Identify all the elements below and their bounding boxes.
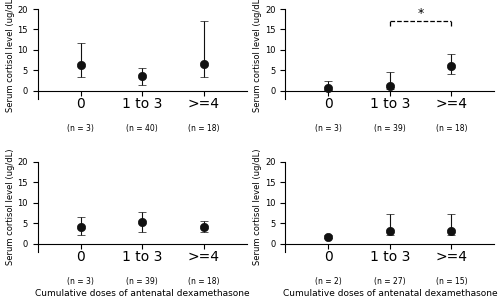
Y-axis label: Serum cortisol level (ug/dL): Serum cortisol level (ug/dL)	[6, 149, 15, 265]
Text: (n = 39): (n = 39)	[126, 277, 158, 286]
Text: (n = 18): (n = 18)	[188, 124, 220, 133]
Text: (n = 39): (n = 39)	[374, 124, 406, 133]
Text: (n = 15): (n = 15)	[436, 277, 467, 286]
Y-axis label: Serum cortisol level (ug/dL): Serum cortisol level (ug/dL)	[254, 0, 262, 112]
Text: (n = 18): (n = 18)	[188, 277, 220, 286]
Text: (n = 3): (n = 3)	[67, 277, 94, 286]
X-axis label: Cumulative doses of antenatal dexamethasone: Cumulative doses of antenatal dexamethas…	[34, 289, 250, 298]
X-axis label: Cumulative doses of antenatal dexamethasone: Cumulative doses of antenatal dexamethas…	[282, 289, 498, 298]
Text: (n = 2): (n = 2)	[315, 277, 342, 286]
Text: (n = 27): (n = 27)	[374, 277, 406, 286]
Text: *: *	[418, 8, 424, 21]
Y-axis label: Serum cortisol level (ug/dL): Serum cortisol level (ug/dL)	[254, 149, 262, 265]
Y-axis label: Serum cortisol level (ug/dL): Serum cortisol level (ug/dL)	[6, 0, 15, 112]
Text: (n = 3): (n = 3)	[67, 124, 94, 133]
Text: (n = 3): (n = 3)	[315, 124, 342, 133]
Text: (n = 18): (n = 18)	[436, 124, 467, 133]
Text: (n = 40): (n = 40)	[126, 124, 158, 133]
